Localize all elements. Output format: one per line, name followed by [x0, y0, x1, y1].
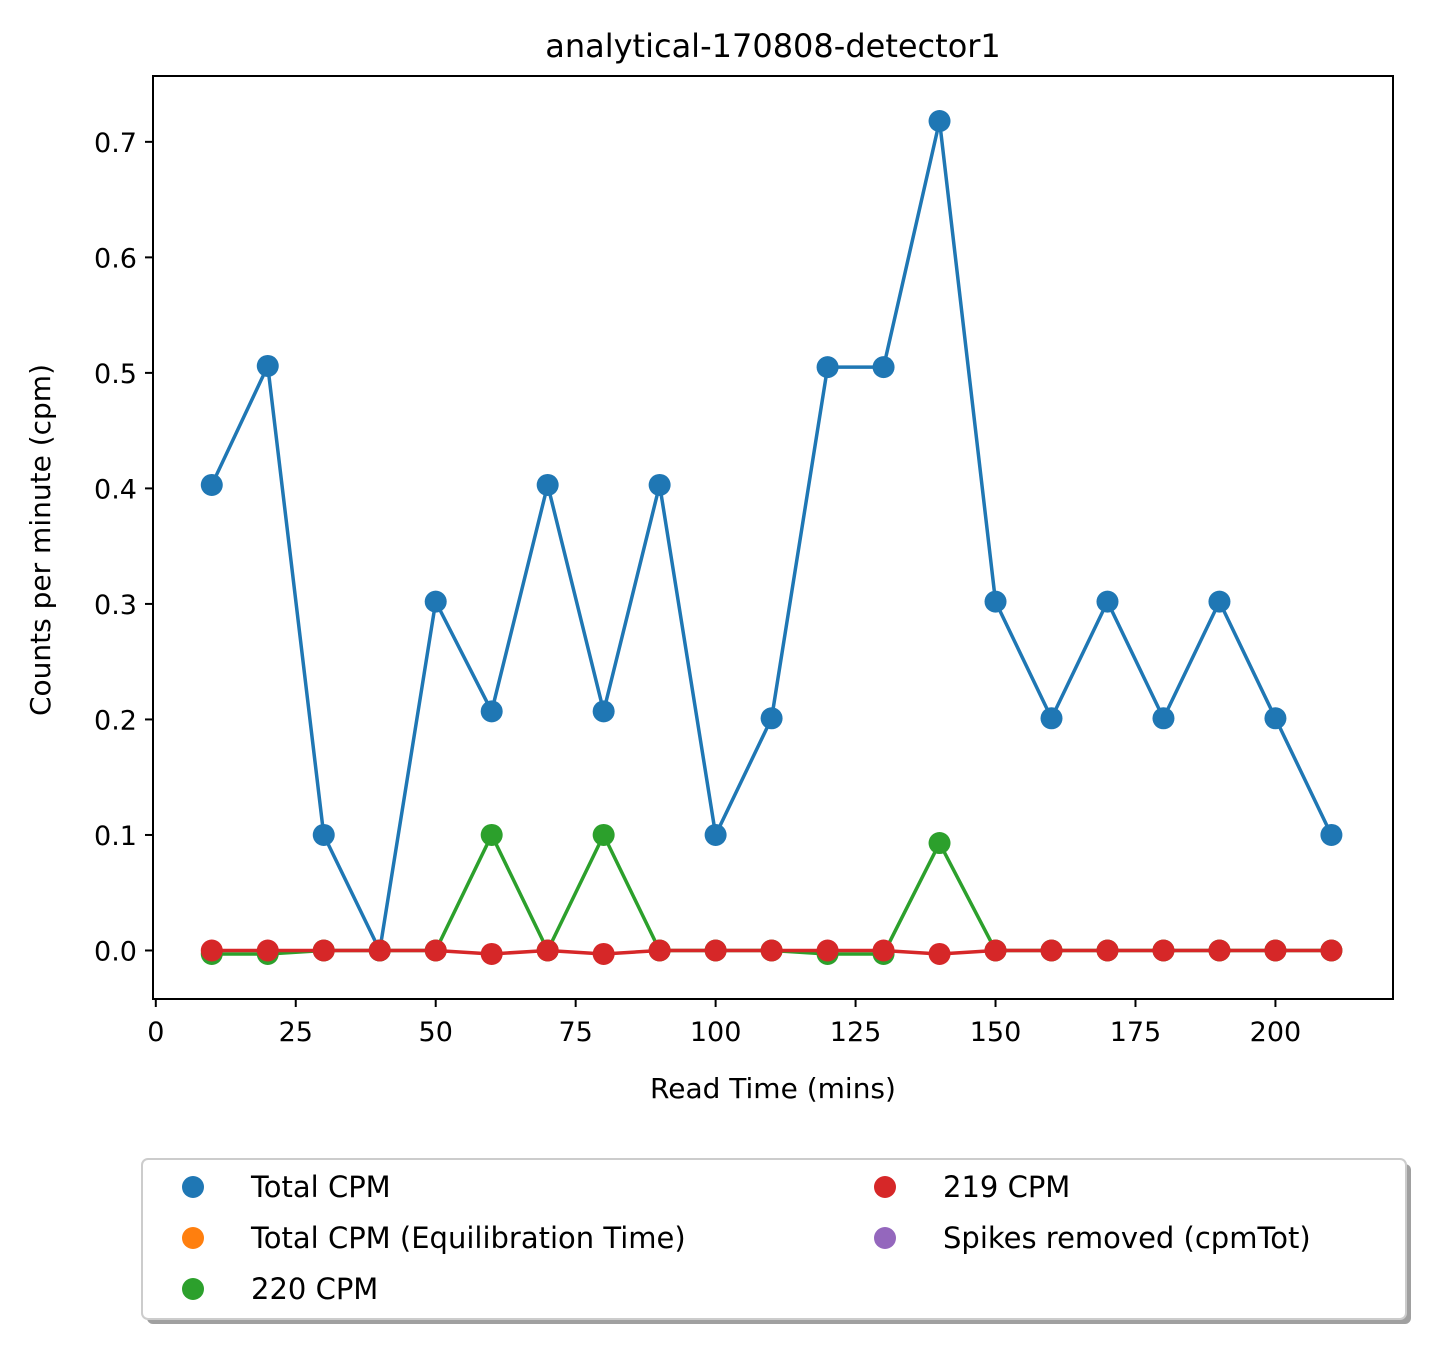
- data-point: [1320, 939, 1343, 962]
- data-point: [312, 939, 335, 962]
- data-point: [1040, 939, 1063, 962]
- x-tick-label: 150: [970, 1017, 1022, 1048]
- data-point: [1320, 823, 1343, 846]
- y-tick-label: 0.4: [94, 474, 137, 505]
- data-point: [592, 700, 615, 723]
- y-tick-label: 0.1: [94, 821, 137, 852]
- legend-entry-label: 220 CPM: [251, 1272, 378, 1306]
- x-tick-label: 50: [419, 1017, 453, 1048]
- legend-marker: [182, 1278, 204, 1300]
- x-tick-label: 75: [558, 1017, 592, 1048]
- plot-frame: [152, 75, 1394, 1000]
- data-point: [984, 939, 1007, 962]
- series-line: [211, 833, 1332, 956]
- data-point: [760, 707, 783, 730]
- plot-area: 0 25 50 75 100 125 150 175 200 0.0 0.1 0.2 0.3 0.4 0.5…: [94, 75, 1394, 1048]
- legend: Total CPM Total CPM (Equilibration Time) 2…: [141, 1158, 1411, 1324]
- y-tick-label: 0.7: [94, 128, 137, 159]
- data-point: [872, 356, 895, 379]
- x-axis-label: Read Time (mins): [650, 1072, 896, 1105]
- data-point: [1208, 590, 1231, 613]
- data-point: [1208, 939, 1231, 962]
- data-point: [312, 823, 335, 846]
- legend-entry-label: Spikes removed (cpmTot): [943, 1221, 1311, 1255]
- data-point: [480, 823, 503, 846]
- chart-title: analytical-170808-detector1: [545, 27, 1001, 65]
- legend-marker: [182, 1176, 204, 1198]
- data-point: [256, 939, 279, 962]
- y-tick-label: 0.6: [94, 243, 137, 274]
- x-tick-label: 25: [279, 1017, 313, 1048]
- data-point: [1096, 590, 1119, 613]
- data-point: [592, 942, 615, 965]
- data-point: [648, 939, 671, 962]
- data-point: [1096, 939, 1119, 962]
- data-point: [1152, 707, 1175, 730]
- series-line: [210, 119, 1333, 953]
- y-tick-label: 0.5: [94, 359, 137, 390]
- legend-box: [141, 1158, 1407, 1320]
- data-point: [704, 939, 727, 962]
- data-point: [424, 939, 447, 962]
- data-point: [1264, 939, 1287, 962]
- data-point: [256, 354, 279, 377]
- data-point: [200, 473, 223, 496]
- series-total-cpm: [200, 110, 1343, 962]
- legend-marker: [874, 1176, 896, 1198]
- data-point: [1152, 939, 1175, 962]
- data-point: [816, 939, 839, 962]
- data-point: [816, 356, 839, 379]
- x-tick-label: 100: [690, 1017, 742, 1048]
- data-point: [928, 832, 951, 855]
- series-219-cpm: [200, 939, 1343, 965]
- x-tick-label: 175: [1110, 1017, 1162, 1048]
- x-tick-label: 125: [830, 1017, 882, 1048]
- y-tick-label: 0.3: [94, 590, 137, 621]
- y-tick-label: 0.0: [94, 936, 137, 967]
- legend-entry-label: Total CPM (Equilibration Time): [250, 1221, 686, 1255]
- data-point: [368, 939, 391, 962]
- data-point: [1040, 707, 1063, 730]
- y-tick-label: 0.2: [94, 705, 137, 736]
- legend-entry-label: Total CPM: [250, 1170, 391, 1204]
- data-point: [200, 939, 223, 962]
- data-point: [480, 942, 503, 965]
- data-point: [928, 942, 951, 965]
- x-tick-label: 200: [1250, 1017, 1302, 1048]
- data-point: [872, 939, 895, 962]
- data-point: [928, 110, 951, 133]
- data-point: [424, 590, 447, 613]
- data-point: [984, 590, 1007, 613]
- legend-marker: [182, 1227, 204, 1249]
- data-point: [648, 473, 671, 496]
- data-point: [480, 700, 503, 723]
- data-point: [1264, 707, 1287, 730]
- data-point: [536, 473, 559, 496]
- y-axis-label: Counts per minute (cpm): [24, 364, 57, 716]
- data-point: [592, 823, 615, 846]
- data-point: [704, 823, 727, 846]
- legend-marker: [874, 1227, 896, 1249]
- data-point: [760, 939, 783, 962]
- legend-entry-label: 219 CPM: [943, 1170, 1070, 1204]
- x-tick-label: 0: [147, 1017, 164, 1048]
- data-point: [536, 939, 559, 962]
